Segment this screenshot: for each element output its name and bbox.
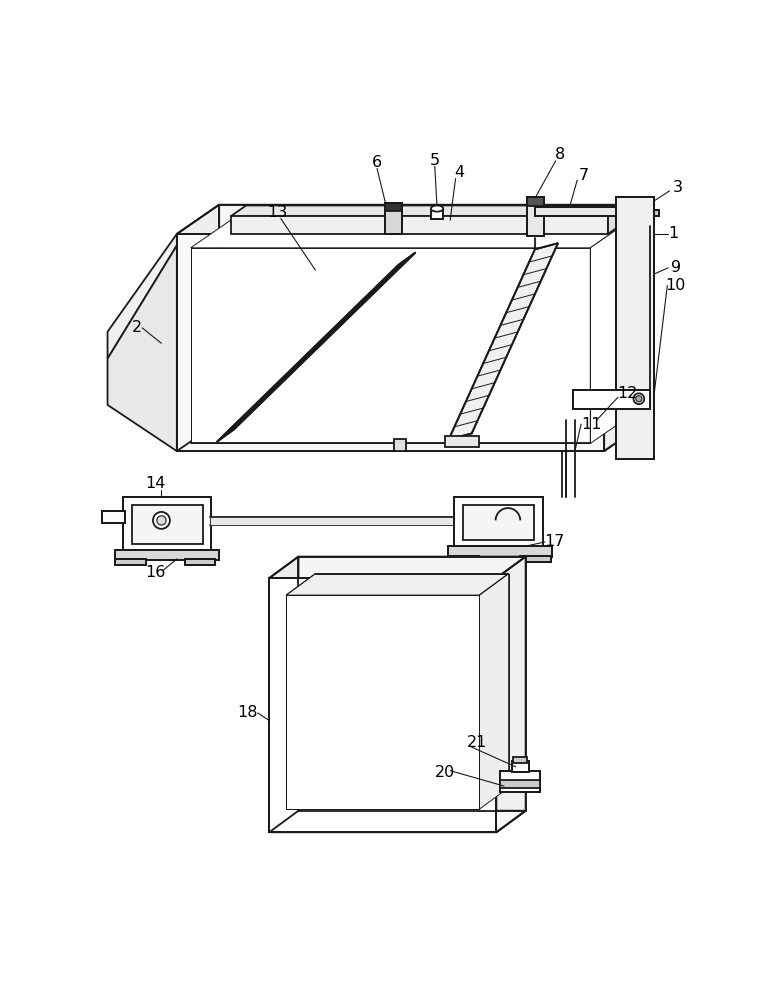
Text: 5: 5 <box>430 153 440 168</box>
Bar <box>448 546 552 557</box>
Text: 17: 17 <box>544 534 565 549</box>
Bar <box>115 559 146 565</box>
Ellipse shape <box>636 396 642 402</box>
Text: 14: 14 <box>145 476 165 491</box>
Bar <box>615 197 655 226</box>
Bar <box>132 505 203 544</box>
Text: 8: 8 <box>555 147 565 162</box>
Polygon shape <box>496 557 525 832</box>
Polygon shape <box>191 219 633 248</box>
Text: 10: 10 <box>666 278 686 293</box>
Bar <box>454 497 543 547</box>
Bar <box>527 197 544 206</box>
Bar <box>384 203 402 234</box>
Text: 1: 1 <box>669 226 679 241</box>
Polygon shape <box>269 811 525 832</box>
Bar <box>448 556 478 562</box>
Bar <box>102 511 125 523</box>
Ellipse shape <box>633 393 644 404</box>
Polygon shape <box>217 252 416 442</box>
Bar <box>431 209 443 219</box>
Polygon shape <box>210 517 477 525</box>
Bar <box>115 550 219 560</box>
Bar <box>123 497 211 551</box>
Polygon shape <box>269 557 298 832</box>
Bar <box>500 771 540 792</box>
Polygon shape <box>608 205 623 234</box>
Bar <box>123 497 211 551</box>
Bar <box>512 761 529 772</box>
Text: 7: 7 <box>579 168 589 183</box>
Bar <box>384 203 402 211</box>
Bar <box>445 436 479 447</box>
Polygon shape <box>269 557 525 578</box>
Polygon shape <box>177 205 647 234</box>
Text: 20: 20 <box>435 765 455 780</box>
Bar <box>185 559 215 565</box>
Bar <box>615 197 655 459</box>
Bar <box>535 207 626 216</box>
Polygon shape <box>286 595 479 809</box>
Polygon shape <box>177 234 604 451</box>
Bar <box>500 780 540 788</box>
Bar <box>464 505 534 540</box>
Bar <box>535 207 626 216</box>
Bar <box>651 210 659 216</box>
Bar <box>527 197 544 235</box>
Polygon shape <box>177 205 219 451</box>
Bar <box>448 546 552 557</box>
Bar <box>102 511 125 523</box>
Text: 12: 12 <box>617 386 637 401</box>
Polygon shape <box>107 234 177 359</box>
Ellipse shape <box>157 516 166 525</box>
Text: 4: 4 <box>454 165 464 180</box>
Ellipse shape <box>153 512 170 529</box>
Bar <box>454 497 543 547</box>
Bar <box>185 559 215 565</box>
Text: 13: 13 <box>267 205 287 220</box>
Polygon shape <box>604 205 647 451</box>
Bar <box>573 389 651 409</box>
Polygon shape <box>269 578 496 832</box>
Ellipse shape <box>431 205 443 212</box>
Bar <box>520 556 551 562</box>
Polygon shape <box>590 219 633 443</box>
Polygon shape <box>479 574 509 809</box>
Polygon shape <box>231 205 623 216</box>
Text: 3: 3 <box>673 180 682 195</box>
Bar <box>573 389 651 409</box>
Text: 18: 18 <box>237 705 258 720</box>
Text: 21: 21 <box>467 735 487 750</box>
Polygon shape <box>231 216 608 234</box>
Bar <box>651 210 659 216</box>
Bar <box>431 209 443 219</box>
Text: 2: 2 <box>132 320 142 335</box>
Text: 9: 9 <box>671 260 681 275</box>
Bar <box>115 550 219 560</box>
Bar <box>512 761 529 772</box>
Bar <box>520 556 551 562</box>
Polygon shape <box>191 248 590 443</box>
Bar <box>394 439 406 451</box>
Text: 6: 6 <box>372 155 382 170</box>
Bar <box>514 757 527 763</box>
Bar <box>448 556 478 562</box>
Text: 11: 11 <box>581 417 601 432</box>
Bar <box>615 197 655 459</box>
Polygon shape <box>449 243 558 440</box>
Bar <box>384 203 402 234</box>
Text: 16: 16 <box>145 565 165 580</box>
Polygon shape <box>107 246 177 451</box>
Bar <box>115 559 146 565</box>
Bar <box>500 771 540 792</box>
Bar <box>615 197 655 226</box>
Bar <box>527 197 544 235</box>
Polygon shape <box>286 574 509 595</box>
